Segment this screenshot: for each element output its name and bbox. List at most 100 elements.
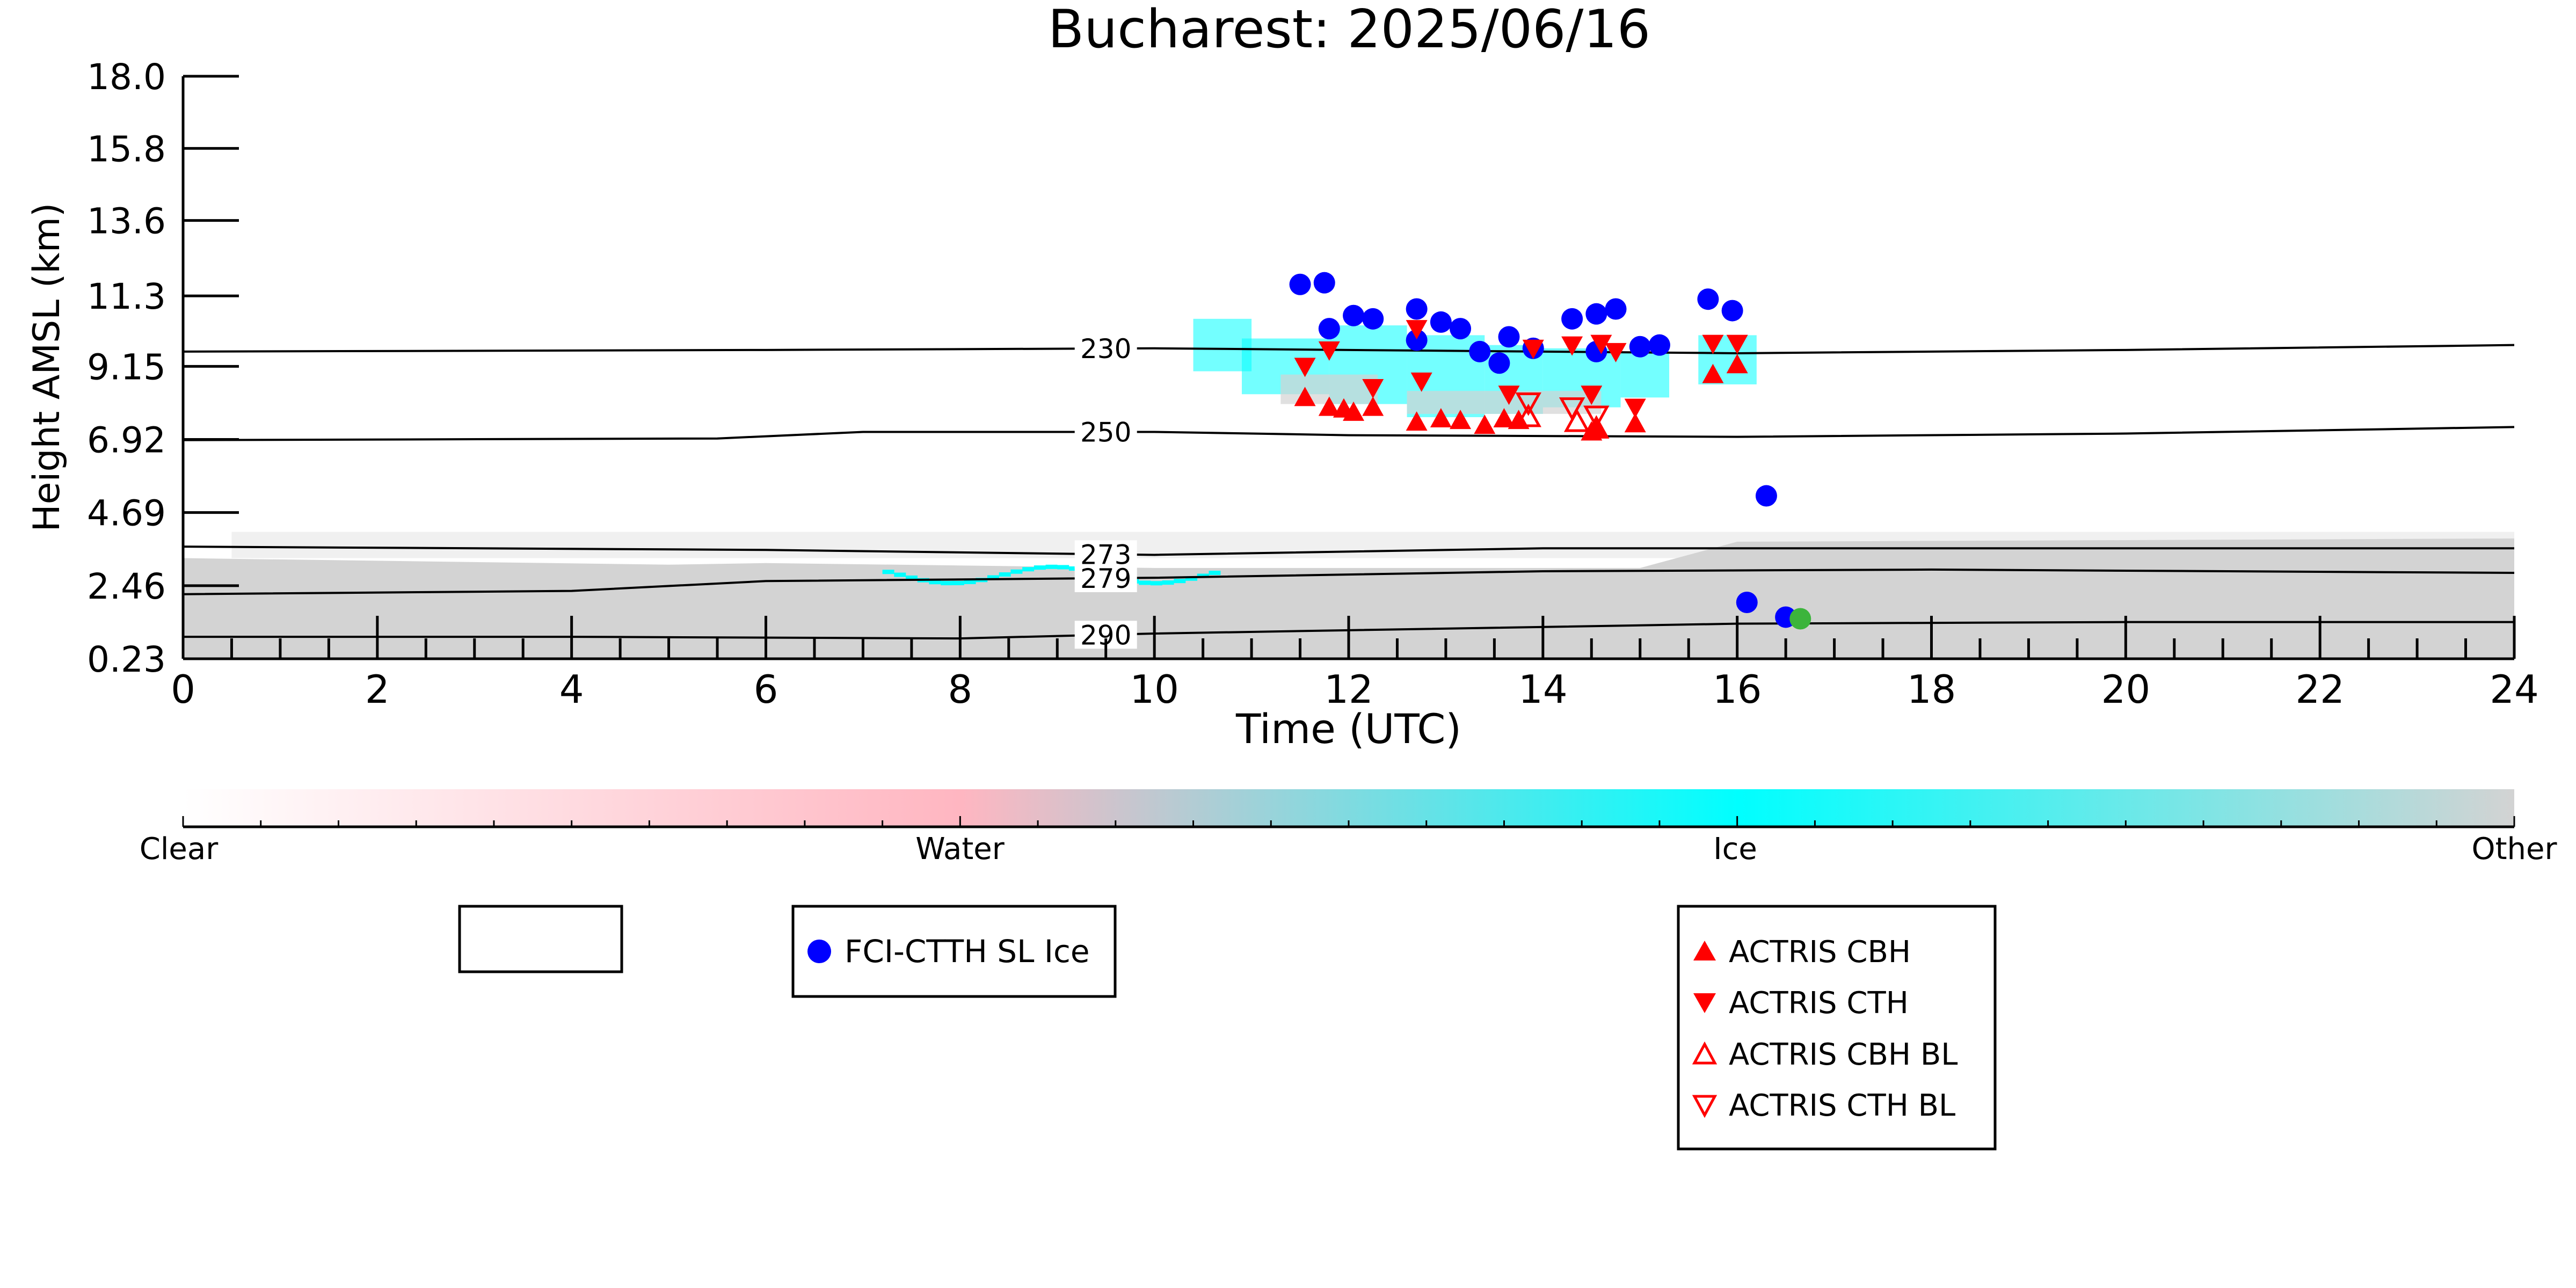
legend-actris-cbh-label: ACTRIS CBH [1729,935,1911,970]
legend-actris-cth-bl-label: ACTRIS CTH BL [1729,1088,1955,1123]
data-point-circle [1362,308,1384,330]
legend-actris-frame [1677,905,1997,1151]
x-tick-label: 24 [2490,667,2539,712]
data-point-triangle-down [1522,339,1544,359]
y-tick-label: 15.8 [87,128,166,170]
ice-streak-patch [1162,580,1174,585]
data-point-triangle-down-open [1583,405,1610,430]
data-point-triangle-up [1343,401,1365,421]
legend-fci: FCI-CTTH SL Ice [791,905,1117,998]
ice-streak-patch [929,580,941,585]
y-tick-label: 9.15 [87,346,166,388]
empty-legend-box [458,905,623,973]
data-point-circle [1721,300,1743,322]
ice-streak-patch [1209,571,1221,576]
isotherm-label-bg [1074,540,1137,569]
isotherm-label-bg [1074,418,1137,446]
y-tick-label: 0.23 [87,639,166,680]
x-tick-label: 16 [1713,667,1762,712]
data-point-triangle-up [1493,408,1515,428]
x-tick-label: 20 [2101,667,2151,712]
isotherm-line [183,426,2515,441]
isotherm-line [183,568,2515,595]
ice-streak-patch [1185,576,1198,581]
y-tick-label: 4.69 [87,493,166,534]
data-point-circle [1343,304,1365,326]
legend-actris: ACTRIS CBH ACTRIS CTH ACTRIS CBH BL ACTR… [1677,905,1997,1151]
x-tick-label: 18 [1907,667,1956,712]
legend-actris-cbh-bl-open-triangle-up-icon [1692,1041,1718,1065]
legend-fci-frame [791,905,1117,998]
data-point-circle [1789,608,1811,630]
colorbar-ticks [182,816,2515,827]
x-tick-label: 22 [2295,667,2345,712]
x-tick-label: 8 [948,667,972,712]
data-point-triangle-up [1450,410,1472,430]
legend-fci-label: FCI-CTTH SL Ice [845,933,1090,970]
x-tick-label: 12 [1324,667,1373,712]
data-point-triangle-down [1590,334,1612,354]
y-tick-label: 2.46 [87,566,166,607]
data-point-circle [1450,318,1472,340]
data-point-triangle-up [1508,410,1530,430]
chart-title: Bucharest: 2025/06/16 [1048,0,1650,60]
data-point-triangle-down [1498,385,1520,405]
isotherm-line [183,621,2514,640]
data-point-circle [1406,329,1428,351]
y-tick-label: 6.92 [87,420,166,461]
x-tick-label: 10 [1130,667,1179,712]
ice-streak-patch [1174,579,1186,584]
data-point-circle [1629,336,1651,358]
data-point-circle [1318,318,1340,340]
ice-cloud-region [1620,351,1670,398]
data-point-circle [1498,326,1520,348]
data-point-circle [1430,311,1452,333]
data-point-triangle-down [1406,320,1428,340]
x-tick-label: 4 [559,667,584,712]
y-tick-label: 18.0 [87,56,166,98]
legend-fci-circle-icon [807,940,831,963]
data-point-triangle-up [1474,414,1496,434]
data-point-triangle-down [1294,358,1316,377]
data-point-triangle-down [1318,341,1340,361]
legend-actris-cth-label: ACTRIS CTH [1729,986,1909,1021]
data-point-triangle-up [1624,413,1646,433]
data-point-circle [1406,298,1428,320]
data-point-triangle-up [1294,387,1316,406]
colorbar-label-ice: Ice [1713,832,1757,867]
data-point-triangle-up [1726,354,1748,374]
ice-streak-patch [987,575,999,580]
data-point-triangle-down [1581,385,1603,405]
isotherm-label-bg [1074,334,1137,363]
data-point-triangle-up [1406,411,1428,431]
data-point-circle [1561,308,1583,330]
data-point-triangle-up [1430,408,1452,428]
data-point-triangle-down [1362,379,1384,399]
ice-streak-patch [1022,567,1035,572]
legend-actris-cth-triangle-down-icon [1693,993,1716,1013]
data-point-circle [1488,352,1510,374]
isotherm-label-bg [1074,564,1137,592]
data-point-circle [1605,298,1627,320]
data-point-triangle-down [1410,372,1432,392]
ice-streak-patch [941,581,953,586]
ice-streak-patch [906,575,918,580]
isotherm-label: 279 [1080,563,1131,594]
y-tick-label: 11.3 [87,276,166,317]
colorbar-label-other: Other [2471,832,2557,867]
data-point-circle [1648,334,1670,356]
isotherm-label: 230 [1080,333,1131,365]
ice-streak-patch [1150,581,1162,586]
ice-streak-patch [882,570,894,574]
haze-other-region [231,532,2514,558]
ice-streak-patch [1139,580,1151,585]
colorbar-label-water: Water [915,832,1005,867]
legend-actris-cbh-triangle-up-icon [1693,941,1716,960]
legend-actris-cbh-bl-label: ACTRIS CBH BL [1729,1037,1958,1072]
x-axis-label: Time (UTC) [1235,705,1461,753]
data-point-triangle-up-open [1583,415,1610,439]
data-point-triangle-up [1362,396,1384,416]
ice-streak-patch [952,580,964,585]
x-tick-label: 2 [365,667,390,712]
